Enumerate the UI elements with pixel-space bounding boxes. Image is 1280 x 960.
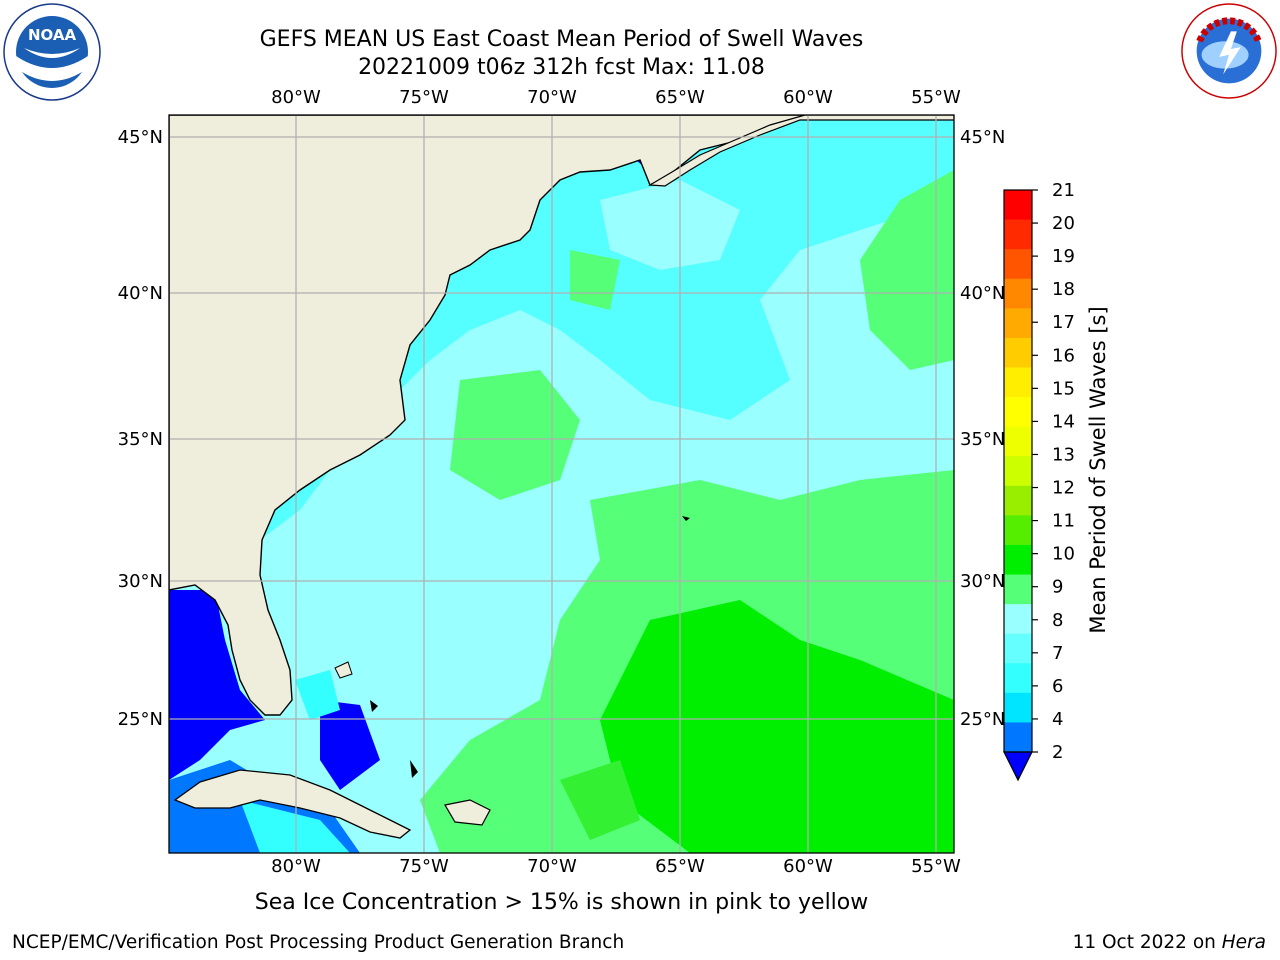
land-hispaniola: [444, 799, 491, 826]
land-bahamas: [410, 760, 418, 778]
lat-label-right: 40°N: [960, 283, 1005, 304]
colorbar-tick-label: 19: [1052, 246, 1075, 267]
gulf-low-period: [169, 590, 265, 780]
swell-band-10-11s: [600, 600, 954, 853]
colorbar-segment: [1004, 367, 1032, 398]
colorbar-segment: [1004, 308, 1032, 339]
colorbar-segment: [1004, 426, 1032, 457]
caribbean-pocket: [240, 800, 350, 853]
colorbar-tick-label: 4: [1052, 709, 1063, 730]
lat-label-left: 30°N: [118, 571, 163, 592]
lon-label-top: 70°W: [527, 87, 577, 108]
colorbar-tick-label: 17: [1052, 312, 1075, 333]
colorbar-tick-label: 11: [1052, 511, 1075, 532]
lon-label-top: 75°W: [399, 87, 449, 108]
lat-label-right: 45°N: [960, 127, 1005, 148]
colorbar-tick-label: 2: [1052, 742, 1063, 763]
colorbar-tick-label: 7: [1052, 643, 1063, 664]
colorbar-under-arrow: [1003, 751, 1033, 782]
lon-label-bottom: 65°W: [655, 856, 705, 877]
lon-label-bottom: 80°W: [271, 856, 321, 877]
land-bahamas: [370, 700, 378, 712]
noaa-logo-text: NOAA: [28, 26, 77, 44]
colorbar: 21 20 19 18 17 16 15 14 13 12 11 10 9 8 7 6 4 2: [1003, 180, 1075, 782]
footer-date: 11 Oct 2022 on: [1072, 932, 1222, 953]
colorbar-segment: [1004, 633, 1032, 664]
footer-left: NCEP/EMC/Verification Post Processing Pr…: [12, 932, 625, 953]
colorbar-segment: [1004, 544, 1032, 576]
colorbar-tick-label: 16: [1052, 345, 1075, 366]
colorbar-segment: [1004, 692, 1032, 723]
colorbar-label: Mean Period of Swell Waves [s]: [1086, 306, 1110, 633]
colorbar-segment: [1004, 485, 1032, 516]
chart-subtitle: 20221009 t06z 312h fcst Max: 11.08: [358, 55, 765, 80]
lon-label-bottom: 70°W: [527, 856, 577, 877]
colorbar-tick-label: 15: [1052, 378, 1075, 399]
map-frame: [168, 114, 955, 854]
swell-band-9-10s: [860, 170, 954, 370]
lat-label-left: 25°N: [118, 709, 163, 730]
swell-band-9-10s: [570, 250, 620, 310]
colorbar-segment: [1004, 574, 1032, 605]
lat-label-right: 35°N: [960, 429, 1005, 450]
lat-label-left: 40°N: [118, 283, 163, 304]
swell-band-9-10s: [450, 370, 580, 500]
colorbar-segment: [1004, 722, 1032, 753]
colorbar-tick-label: 10: [1052, 544, 1075, 565]
footer-host: Hera: [1221, 932, 1266, 953]
colorbar-segment: [1004, 397, 1032, 428]
land-north-america: [169, 115, 811, 716]
lat-label-right: 25°N: [960, 709, 1005, 730]
lon-label-top: 55°W: [911, 87, 961, 108]
land-bermuda: [682, 516, 690, 521]
lat-label-left: 45°N: [118, 127, 163, 148]
nws-logo: [1181, 3, 1277, 99]
swell-pocket-light: [600, 180, 740, 270]
swell-pocket-light: [300, 480, 470, 630]
colorbar-segment: [1004, 278, 1032, 309]
colorbar-segment: [1004, 219, 1032, 250]
lon-label-bottom: 75°W: [399, 856, 449, 877]
swell-band-10-11s: [560, 760, 640, 840]
colorbar-tick-label: 14: [1052, 411, 1075, 432]
colorbar-segment: [1004, 604, 1032, 635]
land-bahamas: [334, 661, 353, 679]
colorbar-tick-label: 20: [1052, 213, 1075, 234]
colorbar-frame: [1003, 189, 1033, 753]
colorbar-tick-label: 6: [1052, 676, 1063, 697]
lon-label-bottom: 60°W: [783, 856, 833, 877]
colorbar-segment: [1004, 190, 1032, 221]
colorbar-segment: [1004, 456, 1032, 487]
colorbar-segment: [1004, 249, 1032, 280]
colorbar-segment: [1004, 663, 1032, 694]
land-cuba: [173, 769, 412, 839]
lon-label-top: 60°W: [783, 87, 833, 108]
lon-label-top: 65°W: [655, 87, 705, 108]
lon-label-bottom: 55°W: [911, 856, 961, 877]
colorbar-tick-label: 21: [1052, 180, 1075, 201]
lat-label-left: 35°N: [118, 429, 163, 450]
noaa-logo: NOAA: [3, 3, 101, 101]
colorbar-tick-label: 18: [1052, 279, 1075, 300]
colorbar-segment: [1004, 337, 1032, 368]
colorbar-tick-label: 8: [1052, 610, 1063, 631]
colorbar-tick-label: 9: [1052, 577, 1063, 598]
chart-title: GEFS MEAN US East Coast Mean Period of S…: [259, 27, 864, 52]
colorbar-tick-label: 12: [1052, 478, 1075, 499]
colorbar-tick-label: 13: [1052, 444, 1075, 465]
colorbar-segment: [1004, 515, 1032, 546]
lon-label-top: 80°W: [271, 87, 321, 108]
sea-ice-caption: Sea Ice Concentration > 15% is shown in …: [254, 890, 869, 915]
lat-label-right: 30°N: [960, 571, 1005, 592]
land-nova-scotia: [648, 115, 954, 187]
bahamas-low-period: [320, 700, 380, 790]
bahamas-pocket: [295, 670, 340, 720]
footer-right: 11 Oct 2022 on Hera: [1073, 932, 1266, 953]
